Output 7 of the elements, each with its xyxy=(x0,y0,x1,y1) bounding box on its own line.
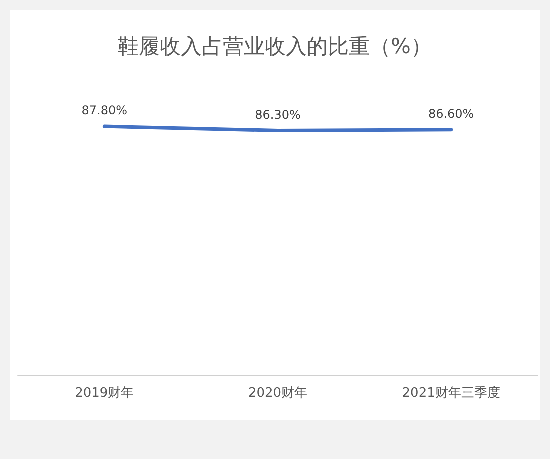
x-tick-label: 2021财年三季度 xyxy=(402,385,500,401)
chart-title: 鞋履收入占营业收入的比重（%） xyxy=(118,34,432,58)
data-label: 86.60% xyxy=(428,106,474,121)
data-label: 87.80% xyxy=(82,104,128,118)
data-label: 86.30% xyxy=(255,108,301,122)
x-tick-label: 2020财年 xyxy=(248,386,308,401)
x-tick-label: 2019财年 xyxy=(75,386,134,401)
